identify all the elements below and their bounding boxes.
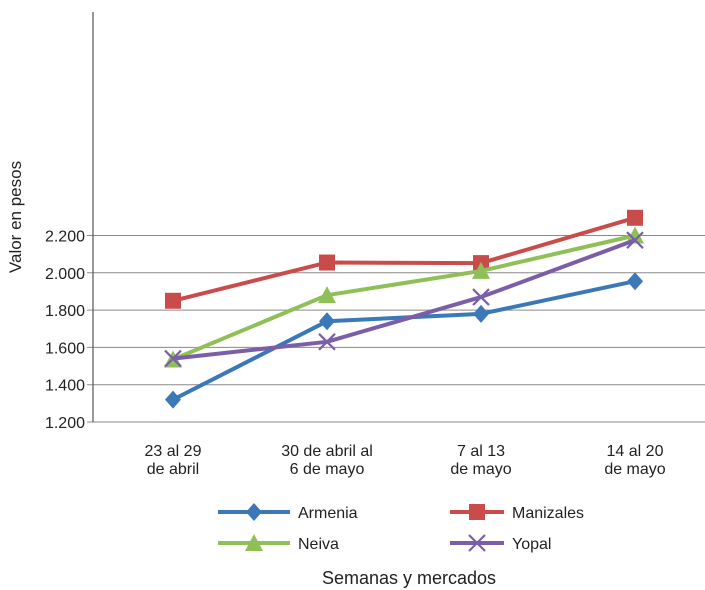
series-line-yopal xyxy=(172,238,636,361)
y-tick-label: 1.600 xyxy=(45,340,85,357)
data-point-yopal xyxy=(164,349,182,368)
legend-label: Neiva xyxy=(298,536,339,553)
y-tick-label: 1.400 xyxy=(45,378,85,395)
x-tick-label: 30 de abril al 6 de mayo xyxy=(281,443,373,478)
data-point-manizales xyxy=(165,292,181,309)
legend-item-armenia: Armenia xyxy=(218,503,358,522)
legend-marker xyxy=(246,503,262,521)
grid-lines xyxy=(87,235,705,423)
series-group xyxy=(164,209,644,409)
data-point-neiva xyxy=(472,261,490,279)
series-line-manizales xyxy=(172,215,636,303)
legend-item-manizales: Manizales xyxy=(450,504,584,522)
x-tick-label: 14 al 20 de mayo xyxy=(604,443,665,478)
data-point-manizales xyxy=(627,209,643,226)
x-tick-label: 23 al 29 de abril xyxy=(145,443,202,478)
y-tick-label: 2.000 xyxy=(45,266,85,283)
y-tick-label: 1.800 xyxy=(45,303,85,320)
series-line-armenia xyxy=(172,279,636,402)
legend: Armenia Manizales Neiva Yopal xyxy=(218,503,584,553)
y-axis-label: Valor en pesos xyxy=(6,161,25,273)
data-point-armenia xyxy=(473,304,489,323)
legend-marker xyxy=(469,504,485,520)
legend-label: Yopal xyxy=(512,536,551,553)
data-point-armenia xyxy=(165,390,181,409)
legend-label: Manizales xyxy=(512,505,584,522)
x-axis-label: Semanas y mercados xyxy=(322,568,496,588)
x-tick-label: 7 al 13 de mayo xyxy=(450,443,511,478)
y-tick-label: 1.200 xyxy=(45,415,85,432)
data-point-yopal xyxy=(318,333,336,351)
data-point-neiva xyxy=(318,286,336,304)
data-point-manizales xyxy=(319,254,335,271)
data-point-neiva xyxy=(626,226,644,244)
x-axis-ticks: 23 al 29 de abril 30 de abril al 6 de mayo 7… xyxy=(145,443,666,478)
data-point-armenia xyxy=(319,312,335,331)
y-tick-label: 2.200 xyxy=(45,229,85,246)
data-point-yopal xyxy=(626,231,644,249)
legend-marker xyxy=(468,534,486,552)
legend-marker xyxy=(245,534,263,551)
data-point-armenia xyxy=(627,272,643,291)
y-axis-ticks: 1.200 1.400 1.600 1.800 2.000 2.200 xyxy=(45,229,85,433)
series-line-neiva xyxy=(172,233,636,362)
legend-item-neiva: Neiva xyxy=(218,534,339,553)
legend-item-yopal: Yopal xyxy=(450,534,551,553)
legend-label: Armenia xyxy=(298,505,358,522)
data-point-yopal xyxy=(472,288,490,306)
